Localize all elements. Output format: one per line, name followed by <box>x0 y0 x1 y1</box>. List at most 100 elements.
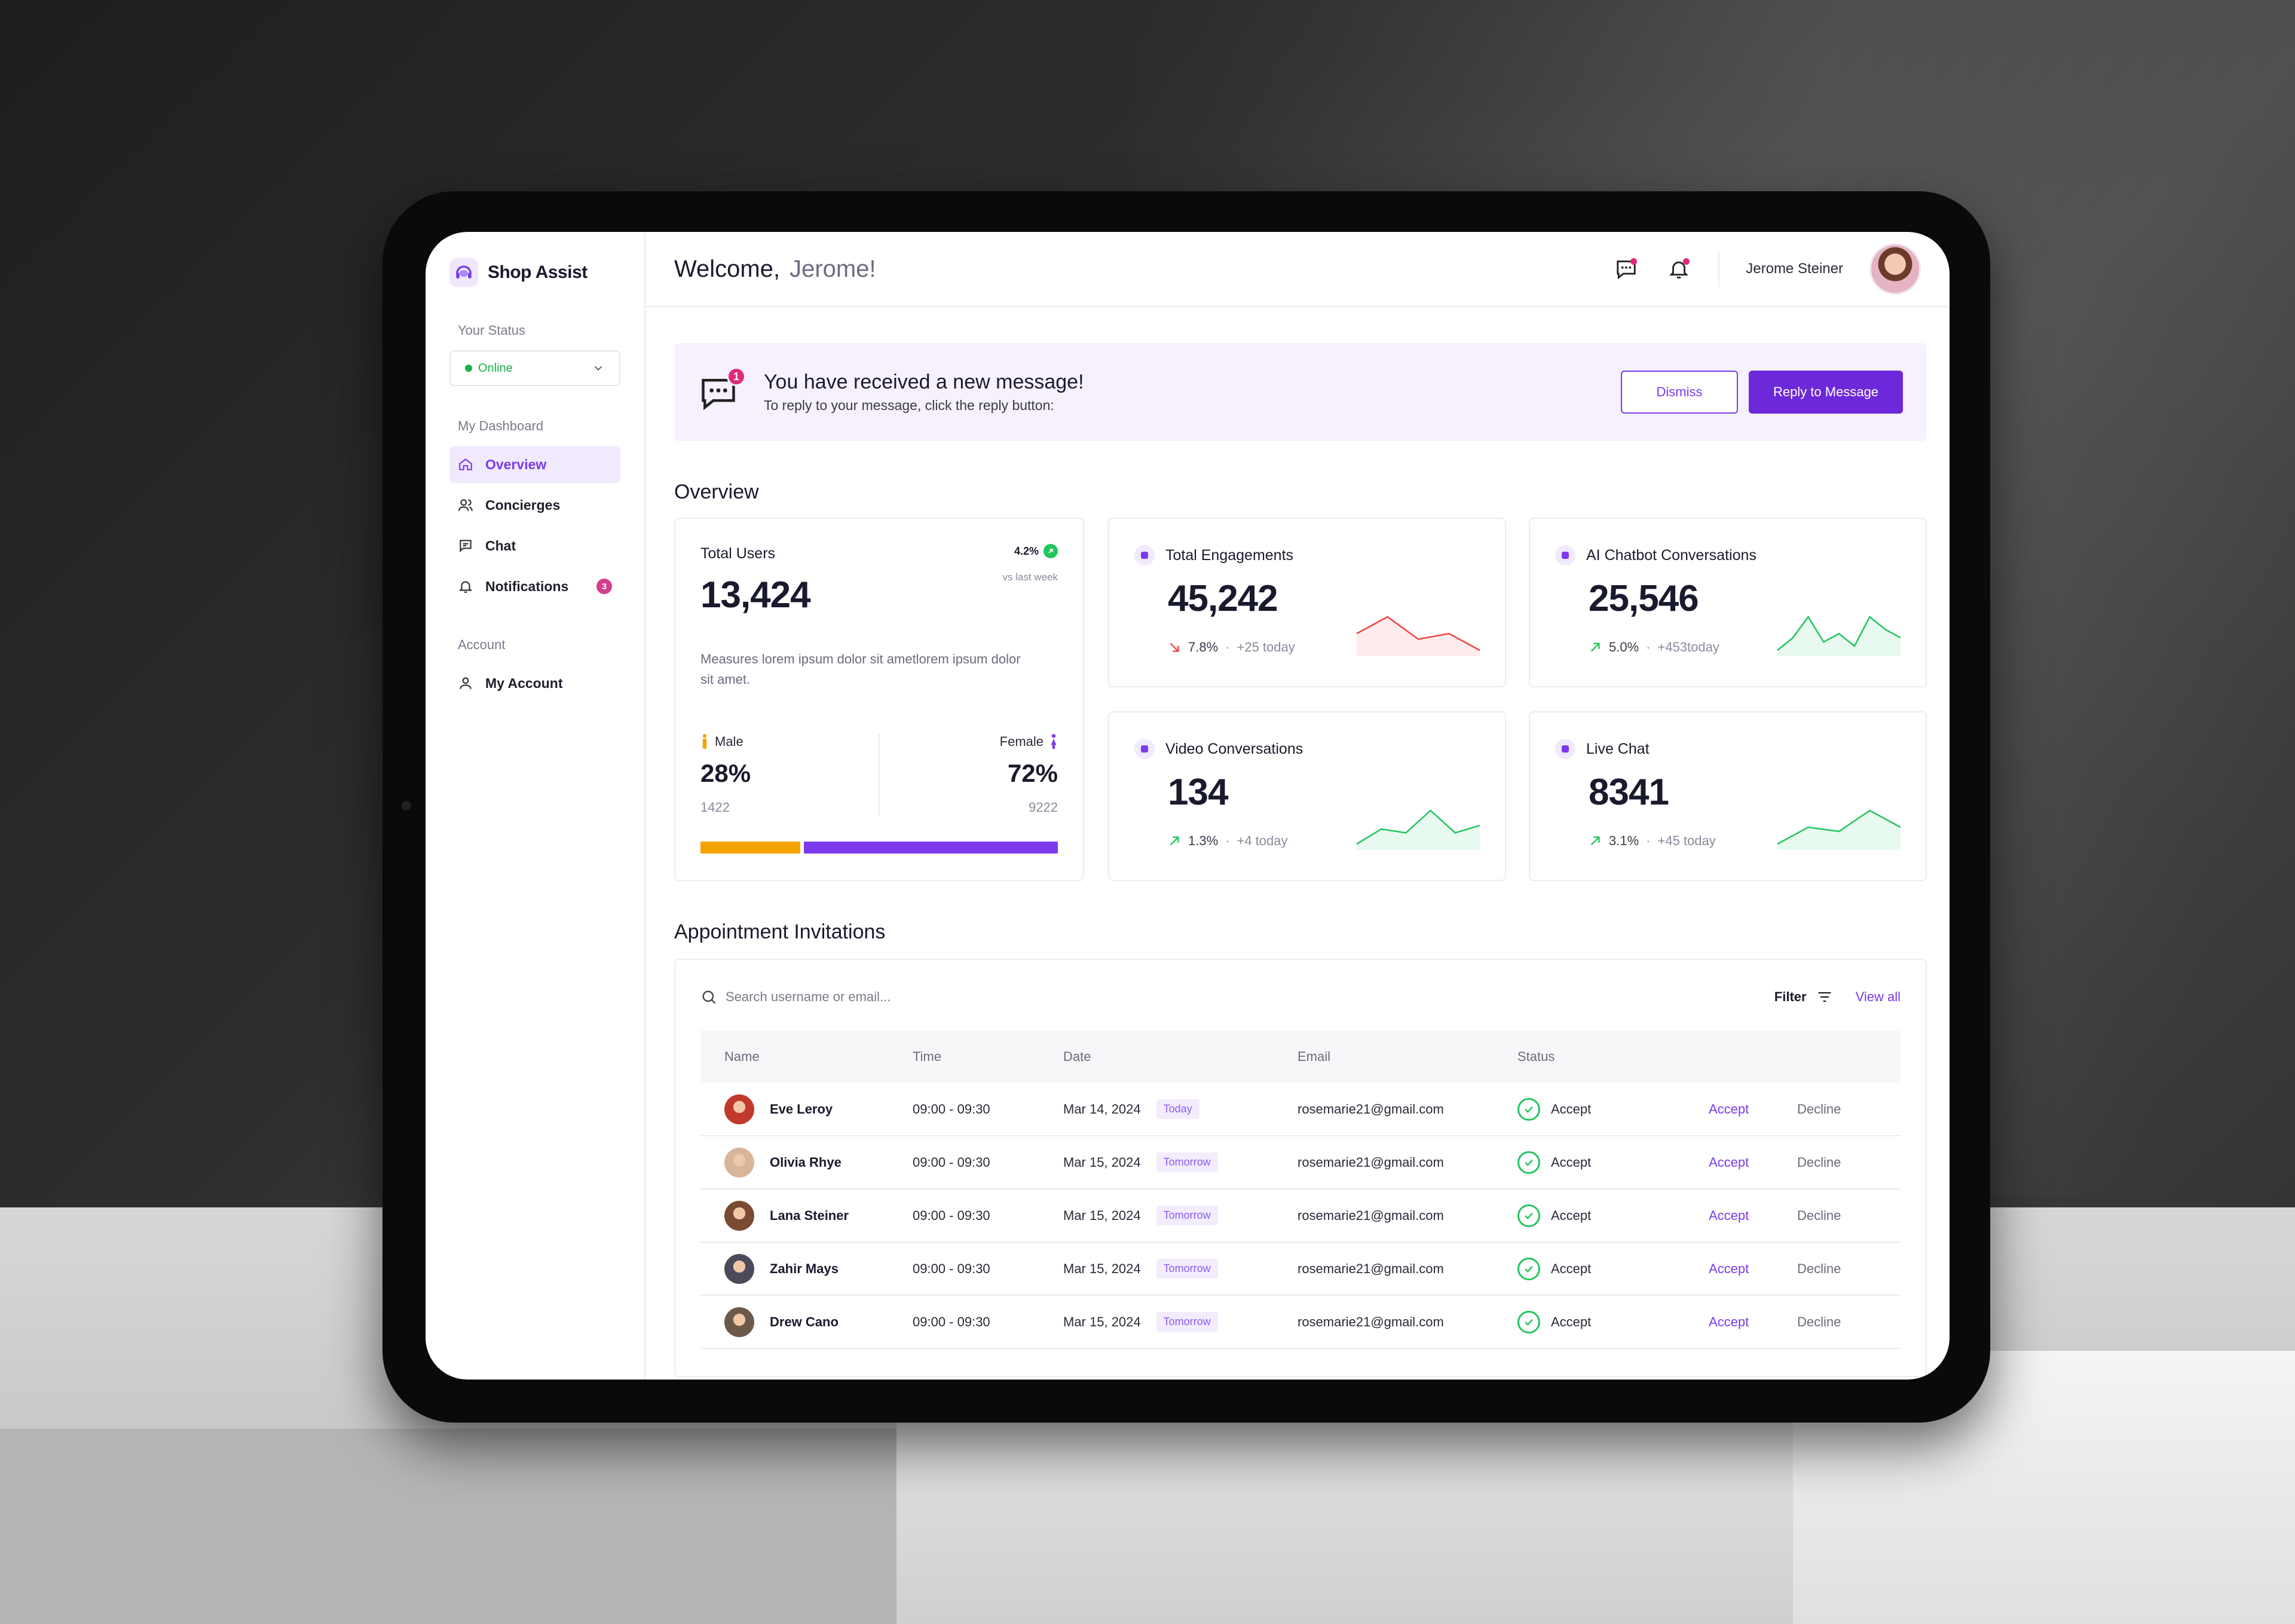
appointments-table: Search username or email... Filter View … <box>674 959 1927 1377</box>
sparkline <box>1777 615 1901 656</box>
row-email: rosemarie21@gmail.com <box>1298 1261 1444 1276</box>
accept-button[interactable]: Accept <box>1709 1314 1749 1329</box>
sidebar: Shop Assist Your Status Online My Dashbo… <box>426 232 645 1380</box>
gender-bar <box>700 842 1058 854</box>
stat-card[interactable]: AI Chatbot Conversations 25,546 5.0% · +… <box>1529 518 1927 687</box>
row-time: 09:00 - 09:30 <box>913 1101 990 1117</box>
date-chip: Tomorrow <box>1156 1152 1218 1172</box>
table-row[interactable]: Zahir Mays 09:00 - 09:30 Mar 15, 2024 To… <box>700 1243 1901 1296</box>
total-users-value: 13,424 <box>700 574 811 616</box>
decline-button[interactable]: Decline <box>1797 1101 1841 1117</box>
user-name[interactable]: Jerome Steiner <box>1746 261 1843 277</box>
decline-button[interactable]: Decline <box>1797 1154 1841 1170</box>
bell-icon <box>1669 261 1689 279</box>
column-header[interactable]: Time <box>913 1049 942 1064</box>
avatar <box>724 1094 754 1124</box>
user-icon <box>460 677 472 689</box>
table-row[interactable]: Drew Cano 09:00 - 09:30 Mar 15, 2024 Tom… <box>700 1296 1901 1349</box>
change-value: 5.0% <box>1609 640 1639 655</box>
total-users-card: Total Users 4.2% vs last week 13,424 Mea… <box>674 518 1084 881</box>
date-chip: Today <box>1156 1099 1199 1119</box>
change-value: 4.2% <box>1014 545 1039 557</box>
trend-down-icon <box>1170 643 1179 652</box>
dashboard-label: My Dashboard <box>458 418 544 433</box>
card-value: 134 <box>1168 772 1228 813</box>
video-icon <box>1134 739 1155 759</box>
avatar <box>724 1307 754 1337</box>
decline-button[interactable]: Decline <box>1797 1314 1841 1329</box>
search-input[interactable]: Search username or email... <box>726 989 891 1004</box>
reply-button[interactable]: Reply to Message <box>1749 371 1903 414</box>
change-value: 7.8% <box>1188 640 1219 655</box>
row-date: Mar 15, 2024 <box>1063 1207 1141 1223</box>
card-title: AI Chatbot Conversations <box>1586 546 1757 564</box>
notifications-badge: 3 <box>596 579 612 594</box>
column-header[interactable]: Date <box>1063 1049 1091 1064</box>
column-header[interactable]: Name <box>724 1049 760 1064</box>
table-row[interactable]: Lana Steiner 09:00 - 09:30 Mar 15, 2024 … <box>700 1189 1901 1243</box>
accept-button[interactable]: Accept <box>1709 1207 1749 1223</box>
table-row[interactable]: Olivia Rhye 09:00 - 09:30 Mar 15, 2024 T… <box>700 1136 1901 1189</box>
check-circle-icon <box>1517 1257 1540 1280</box>
table-row[interactable]: Eve Leroy 09:00 - 09:30 Mar 14, 2024 Tod… <box>700 1083 1901 1136</box>
decline-button[interactable]: Decline <box>1797 1207 1841 1223</box>
sidebar-item-notifications[interactable]: Notifications 3 <box>449 568 620 605</box>
stat-card[interactable]: Total Engagements 45,242 7.8% · +25 toda… <box>1108 518 1506 687</box>
sidebar-item-my-account[interactable]: My Account <box>449 665 620 702</box>
change-note: +453today <box>1657 640 1719 655</box>
app-screen: Shop Assist Your Status Online My Dashbo… <box>426 232 1950 1380</box>
card-title: Total Engagements <box>1165 546 1294 564</box>
sidebar-item-overview[interactable]: Overview <box>449 446 620 483</box>
filter-label: Filter <box>1774 989 1807 1004</box>
dismiss-button[interactable]: Dismiss <box>1621 371 1738 414</box>
up-arrow-icon <box>1044 544 1058 558</box>
stat-card[interactable]: Video Conversations 134 1.3% · +4 today <box>1108 711 1506 881</box>
sidebar-item-label: Concierges <box>485 497 561 513</box>
check-circle-icon <box>1517 1310 1540 1334</box>
change-note: +45 today <box>1657 833 1716 848</box>
brand[interactable]: Shop Assist <box>449 258 620 287</box>
date-chip: Tomorrow <box>1156 1259 1218 1279</box>
row-name: Lana Steiner <box>770 1207 849 1223</box>
stat-card[interactable]: Live Chat 8341 3.1% · +45 today <box>1529 711 1927 881</box>
status-select[interactable]: Online <box>449 350 620 386</box>
separator-dot: · <box>1646 640 1651 655</box>
accept-button[interactable]: Accept <box>1709 1154 1749 1170</box>
row-name: Drew Cano <box>770 1314 839 1329</box>
cursor-icon <box>1134 545 1155 565</box>
column-header[interactable]: Status <box>1517 1049 1555 1064</box>
messages-button[interactable] <box>1613 256 1639 282</box>
row-date: Mar 15, 2024 <box>1063 1261 1141 1276</box>
online-dot-icon <box>465 365 472 372</box>
accept-button[interactable]: Accept <box>1709 1101 1749 1117</box>
change-note: +25 today <box>1237 640 1295 655</box>
notifications-button[interactable] <box>1666 256 1692 282</box>
sidebar-item-concierges[interactable]: Concierges <box>449 487 620 524</box>
avatar <box>724 1147 754 1178</box>
change-value: 3.1% <box>1609 833 1639 848</box>
message-icon: 1 <box>698 367 746 412</box>
appointments-title: Appointment Invitations <box>674 920 886 943</box>
decline-button[interactable]: Decline <box>1797 1261 1841 1276</box>
row-status: Accept <box>1551 1207 1592 1223</box>
view-all-link[interactable]: View all <box>1855 989 1901 1004</box>
app-name: Shop Assist <box>488 262 587 282</box>
home-icon <box>459 458 472 470</box>
accept-button[interactable]: Accept <box>1709 1261 1749 1276</box>
separator-dot: · <box>1225 833 1230 848</box>
row-date: Mar 15, 2024 <box>1063 1154 1141 1170</box>
top-bar: Welcome, Jerome! Jerome Steiner <box>645 232 1950 307</box>
female-icon <box>1051 734 1057 749</box>
sparkline-line <box>1356 616 1480 652</box>
avatar[interactable] <box>1869 243 1921 295</box>
message-icon <box>1555 739 1575 759</box>
account-label: Account <box>458 637 506 652</box>
row-name: Olivia Rhye <box>770 1154 842 1170</box>
female-percent: 72% <box>1007 759 1058 787</box>
filter-button[interactable]: Filter <box>1774 989 1833 1005</box>
column-header[interactable]: Email <box>1298 1049 1331 1064</box>
sidebar-item-chat[interactable]: Chat <box>449 527 620 564</box>
divider <box>1718 251 1720 287</box>
unread-dot <box>1683 258 1690 265</box>
status-value: Online <box>478 361 513 375</box>
